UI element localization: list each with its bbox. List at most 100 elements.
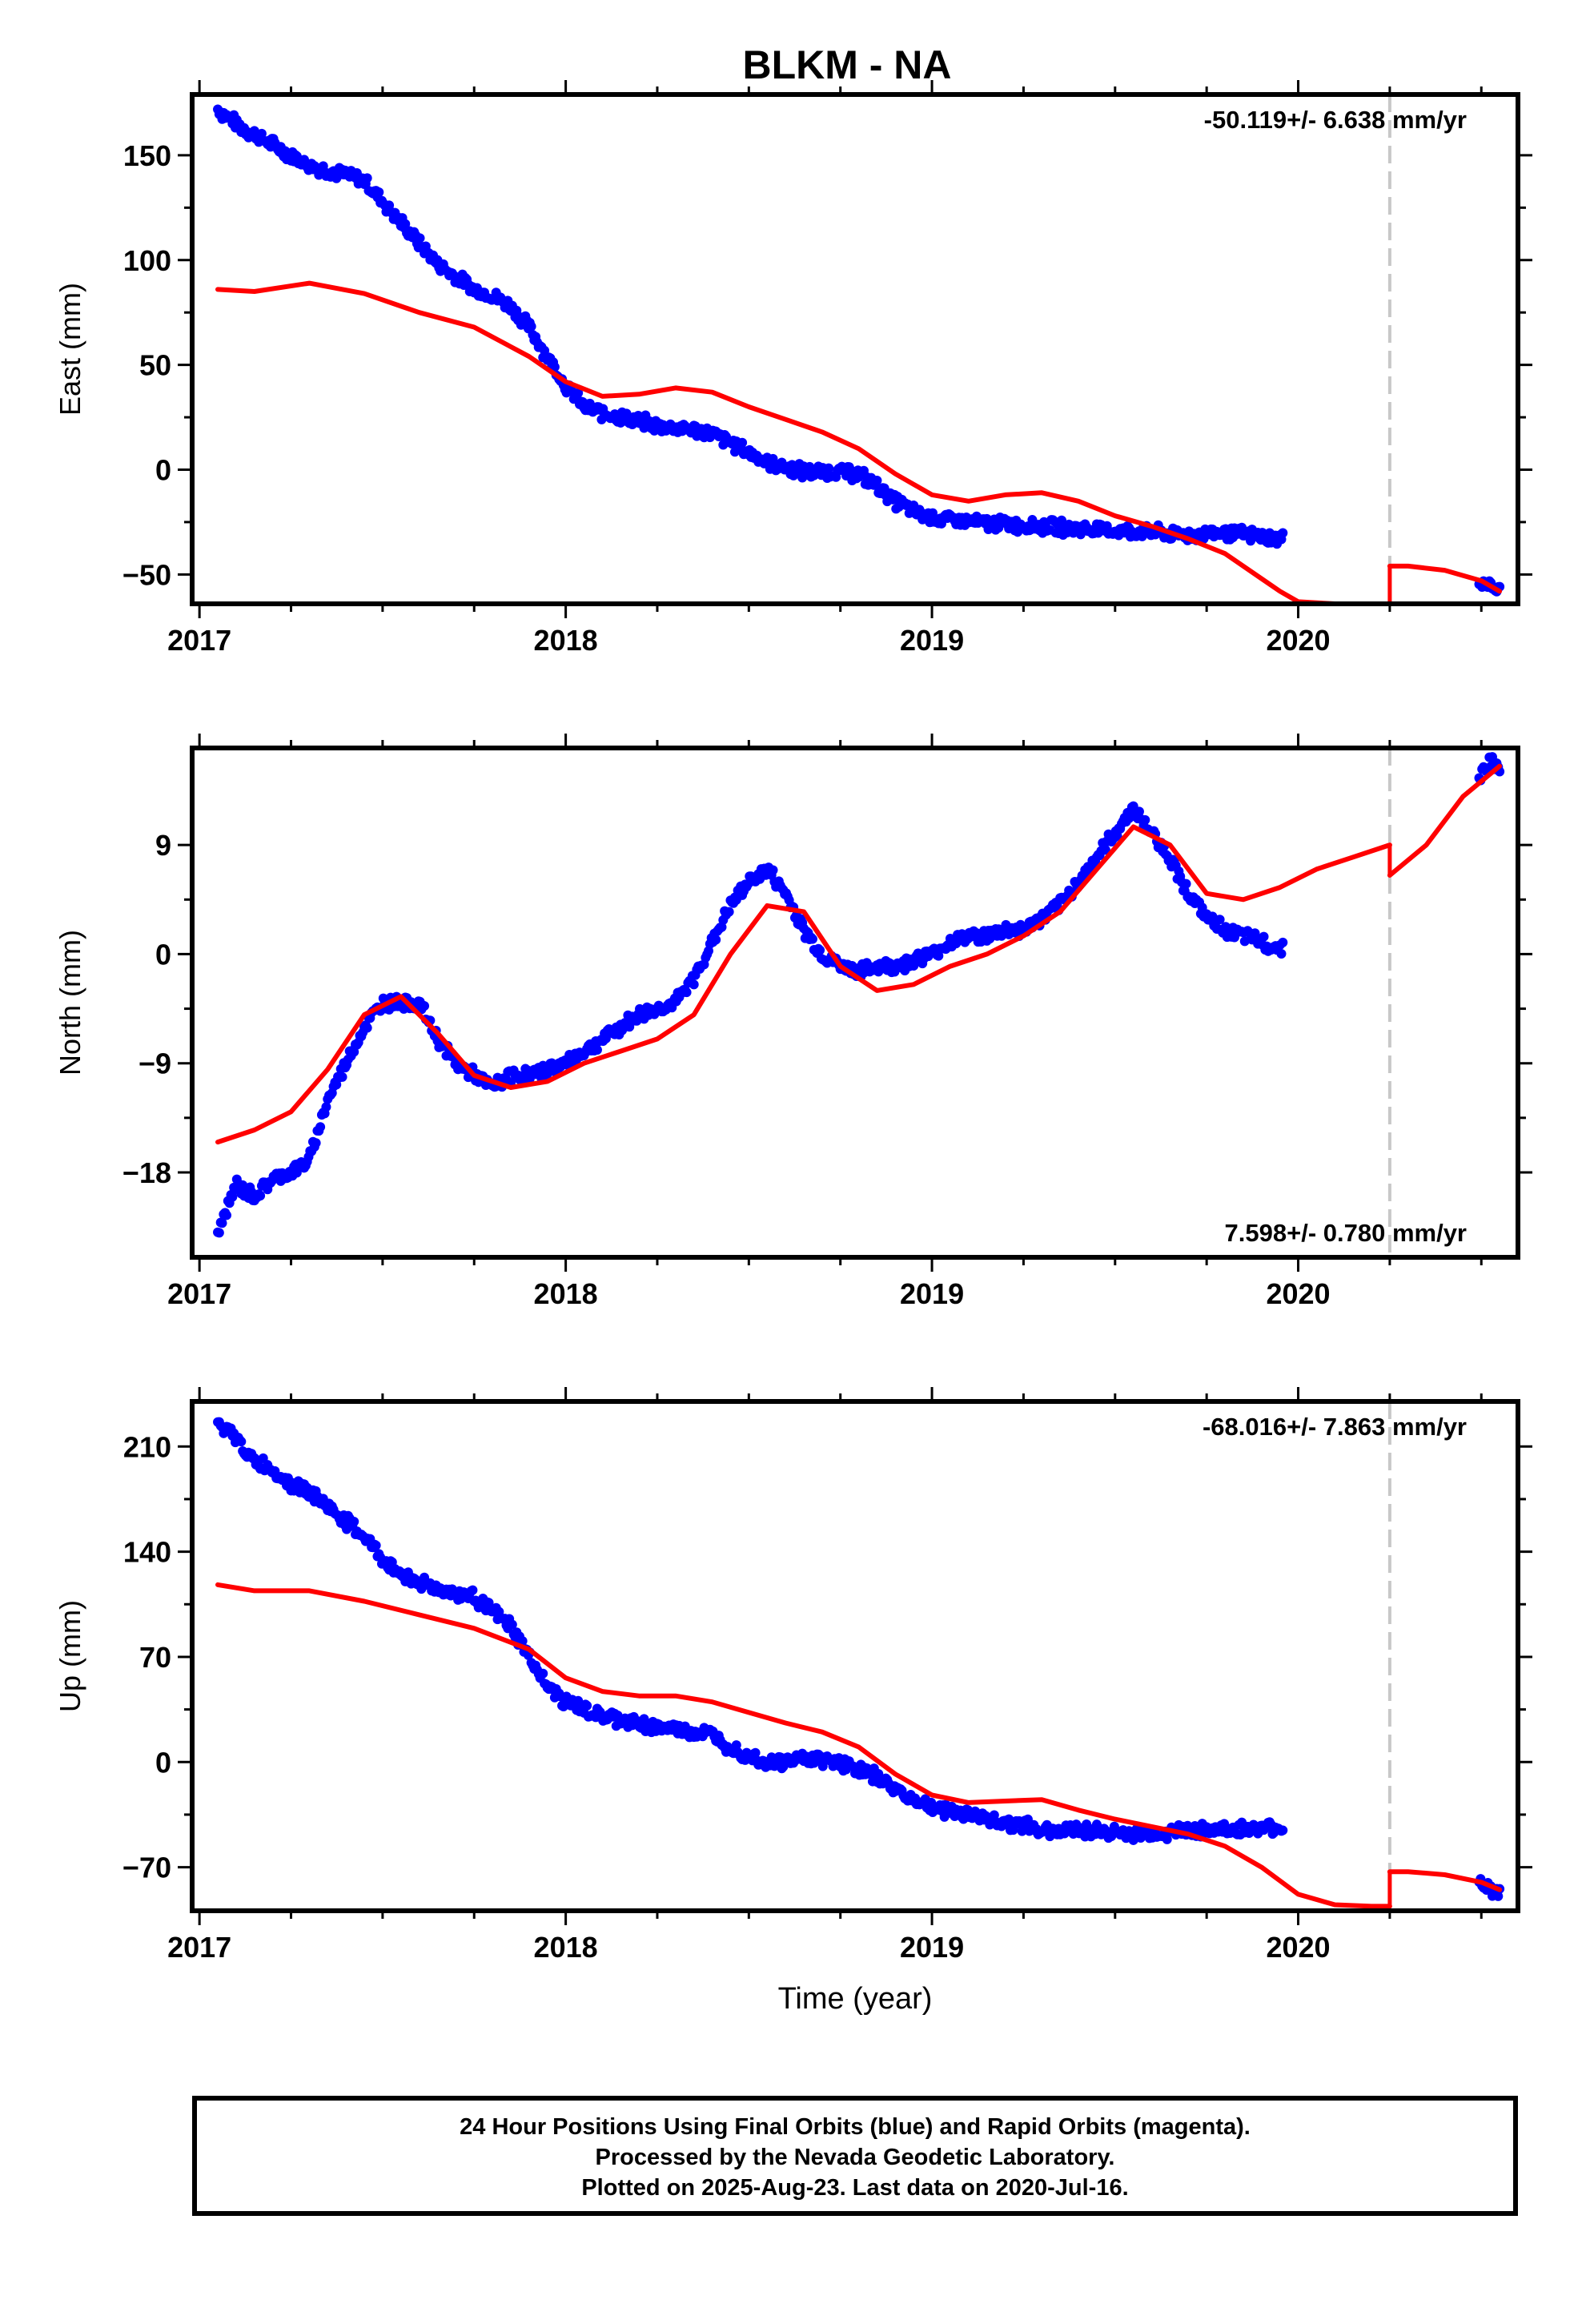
caption-box: 24 Hour Positions Using Final Orbits (bl… [192, 2096, 1518, 2216]
data-point [270, 1466, 280, 1476]
rate-label-north: 7.598+/- 0.780 mm/yr [1225, 1219, 1467, 1247]
data-point [724, 907, 734, 917]
plot-area-up [213, 1401, 1505, 1911]
data-point [1082, 1819, 1092, 1829]
data-point [711, 935, 721, 945]
data-point [362, 173, 372, 183]
x-tick-label: 2017 [167, 624, 231, 657]
data-points-east [213, 104, 1505, 597]
figure-title: BLKM - NA [742, 42, 951, 87]
x-axis-label: Time (year) [778, 1982, 933, 2016]
x-tick-label: 2020 [1266, 1277, 1330, 1310]
data-point [1215, 915, 1225, 925]
data-point [927, 508, 938, 518]
y-tick-label: 50 [139, 349, 171, 382]
panel-up: 2017 2018 2019 2020 −70 0 70 140 210 Up (mm) Time … [54, 1387, 1532, 2016]
x-tick-label: 2020 [1266, 1931, 1330, 1964]
data-point [750, 1747, 761, 1758]
data-point [1134, 806, 1144, 817]
caption-line-3: Plotted on 2025-Aug-23. Last data on 202… [581, 2175, 1129, 2201]
data-point [526, 321, 536, 332]
data-point [362, 1023, 372, 1033]
data-point [255, 1191, 266, 1201]
data-point [337, 1072, 347, 1082]
model-curve-up-2 [1387, 1869, 1503, 1892]
data-point [1100, 845, 1110, 855]
x-tick-label: 2017 [167, 1277, 231, 1310]
data-point [824, 463, 834, 473]
data-point [1259, 931, 1269, 942]
data-point [315, 1122, 326, 1132]
y-tick-label: 9 [155, 829, 171, 862]
data-point [737, 437, 748, 448]
plot-area-north [213, 748, 1505, 1257]
data-point [311, 1138, 321, 1148]
axes-frame-up [190, 1399, 1520, 1913]
data-point [349, 1517, 359, 1527]
data-point [573, 388, 584, 398]
panel-east: 2017 2018 2019 2020 −50 0 50 100 150 East (mm) -50… [54, 80, 1532, 657]
data-point [1276, 948, 1287, 959]
data-point [400, 219, 411, 229]
data-point [872, 475, 882, 485]
data-point [549, 362, 560, 372]
data-point [321, 1102, 331, 1112]
data-point [420, 1001, 430, 1011]
y-tick-label: 0 [155, 938, 171, 971]
x-tick-label: 2019 [900, 1277, 964, 1310]
data-point [1278, 528, 1288, 538]
data-point [538, 1668, 548, 1679]
data-point [236, 1437, 247, 1447]
data-point [415, 233, 425, 243]
data-point [582, 1700, 592, 1711]
data-point [1181, 879, 1191, 889]
x-tick-label: 2018 [534, 1277, 598, 1310]
data-point [238, 1180, 248, 1190]
data-points-up [213, 1417, 1505, 1901]
axes-frame-north [190, 746, 1520, 1260]
panel-north: 2017 2018 2019 2020 −18 −9 0 9 North (mm) 7.598+/… [54, 734, 1532, 1310]
y-axis-label-north: North (mm) [54, 930, 86, 1076]
data-point [217, 1218, 227, 1228]
y-tick-label: 0 [155, 453, 171, 486]
data-point [227, 1192, 238, 1202]
data-point [1140, 814, 1150, 825]
y-axis-label-up: Up (mm) [54, 1600, 86, 1712]
y-tick-label: −50 [122, 558, 171, 591]
y-tick-label: −9 [139, 1047, 171, 1080]
x-tick-label: 2020 [1266, 624, 1330, 657]
data-point [1278, 937, 1288, 947]
caption-line-1: 24 Hour Positions Using Final Orbits (bl… [460, 2114, 1251, 2140]
y-tick-label: 140 [123, 1536, 171, 1569]
data-point [1278, 1825, 1288, 1835]
y-tick-label: 70 [139, 1641, 171, 1674]
x-tick-label: 2018 [534, 624, 598, 657]
data-point [600, 1033, 611, 1043]
axes-frame-east [190, 92, 1520, 606]
data-point [1112, 830, 1122, 841]
data-point [807, 934, 817, 944]
data-point [592, 1044, 602, 1055]
caption-line-2: Processed by the Nevada Geodetic Laborat… [595, 2145, 1115, 2170]
rate-label-east: -50.119+/- 6.638 mm/yr [1204, 106, 1467, 134]
model-curve-north-2 [1387, 763, 1503, 878]
y-tick-label: −18 [122, 1156, 171, 1189]
model-curve-east-1 [215, 280, 1392, 604]
y-axis-label-east: East (mm) [54, 283, 86, 416]
data-point [349, 1047, 359, 1057]
data-point [484, 1598, 494, 1608]
data-point [689, 979, 699, 990]
y-tick-label: 0 [155, 1746, 171, 1779]
y-tick-label: 100 [123, 244, 171, 277]
data-point [817, 1761, 828, 1771]
rate-label-up: -68.016+/- 7.863 mm/yr [1203, 1413, 1467, 1441]
data-point [573, 1695, 584, 1706]
x-tick-label: 2019 [900, 1931, 964, 1964]
data-point [681, 987, 692, 998]
data-point [371, 1540, 381, 1550]
data-point [214, 1228, 224, 1238]
data-point [468, 1585, 478, 1595]
data-point [768, 865, 778, 875]
data-point [815, 945, 825, 955]
